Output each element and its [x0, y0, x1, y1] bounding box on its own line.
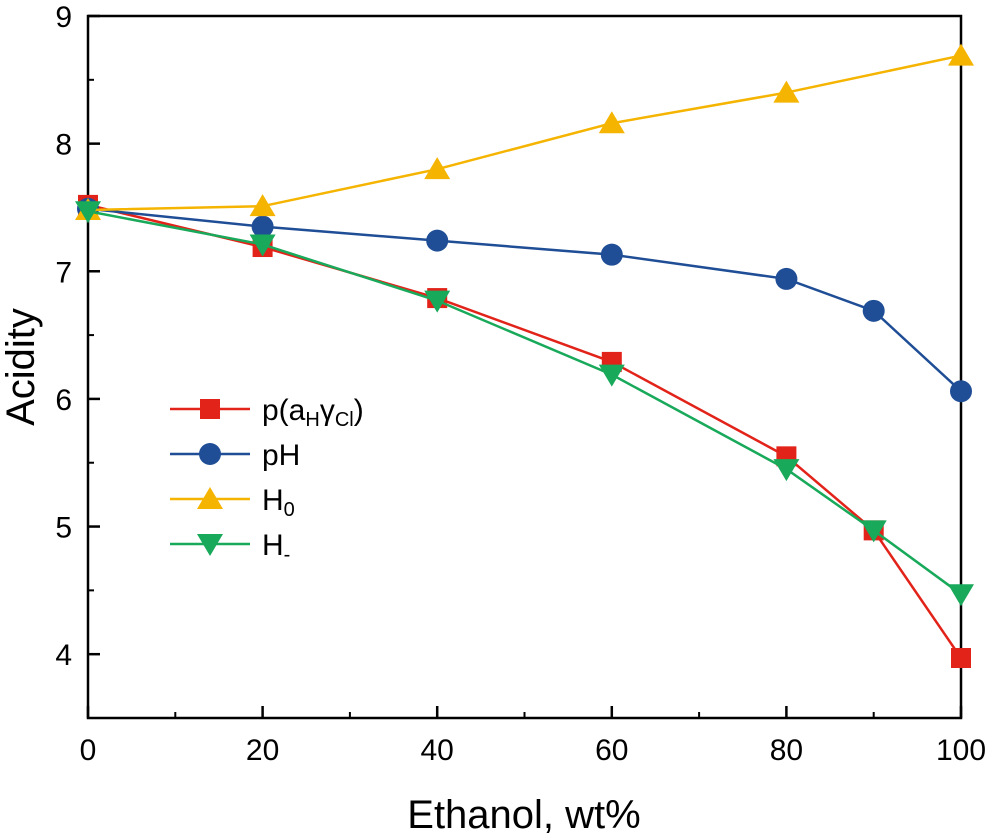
legend-label-pH: pH — [262, 439, 300, 472]
legend-text-part: H — [262, 484, 284, 517]
x-tick-label: 100 — [936, 734, 986, 767]
legend-text-part: Cl — [335, 409, 354, 431]
data-point-H_minus — [598, 364, 625, 387]
y-tick-label: 9 — [55, 1, 72, 34]
data-point-H_minus — [948, 584, 974, 607]
plot-frame — [86, 14, 963, 720]
data-point-pH — [426, 229, 449, 252]
data-point-H_minus — [773, 459, 800, 482]
y-tick-label: 6 — [55, 384, 72, 417]
legend-text-part: - — [284, 544, 291, 566]
y-tick-label: 5 — [55, 512, 72, 545]
series-pH — [77, 197, 972, 403]
y-tick-label: 7 — [55, 256, 72, 289]
legend-marker-H0 — [197, 487, 223, 509]
legend-marker-H_minus — [197, 534, 223, 556]
data-point-H_minus — [249, 234, 276, 257]
y-axis: 4 5 6 7 8 9 — [55, 1, 100, 672]
x-tick-label: 40 — [421, 734, 454, 767]
series-layer — [75, 43, 974, 669]
data-point-pH — [775, 267, 798, 290]
x-tick-label: 60 — [595, 734, 628, 767]
data-point-pH — [862, 299, 885, 322]
data-point-H_minus — [860, 520, 887, 543]
legend-item-H0: H0 — [170, 484, 295, 521]
series-line-H0 — [87, 54, 962, 212]
series-H0 — [75, 43, 974, 221]
x-tick-label: 20 — [246, 734, 279, 767]
legend-item-pH: pH — [170, 439, 300, 472]
x-tick-label: 80 — [770, 734, 803, 767]
legend-text-part: H — [305, 409, 319, 431]
legend-text-part: 0 — [284, 499, 295, 521]
data-point-H0 — [948, 43, 974, 66]
legend-label-p_aH_gammaCl: p(aHγCl) — [262, 394, 364, 431]
legend-item-H_minus: H- — [170, 529, 290, 566]
legend-text-part: pH — [262, 439, 300, 472]
legend-text-part: γ — [320, 394, 335, 427]
data-point-H0 — [424, 157, 451, 180]
data-point-H_minus — [424, 290, 451, 313]
legend-text-part: H — [262, 529, 284, 562]
legend-item-p_aH_gammaCl: p(aHγCl) — [170, 394, 364, 431]
data-point-H0 — [773, 80, 800, 103]
legend-label-H_minus: H- — [262, 529, 290, 566]
series-line-p_aH_gammaCl — [87, 203, 963, 659]
x-axis-title: Ethanol, wt% — [407, 793, 640, 837]
legend-marker-p_aH_gammaCl — [200, 399, 220, 419]
data-point-pH — [950, 380, 972, 403]
legend-text-part: ) — [354, 394, 364, 427]
y-tick-label: 4 — [55, 639, 72, 672]
series-H_minus — [75, 201, 974, 607]
legend-label-H0: H0 — [262, 484, 295, 521]
legend-marker-pH — [199, 443, 221, 465]
y-axis-title: Acidity — [0, 308, 43, 426]
data-point-p_aH_gammaCl — [951, 648, 971, 669]
data-point-H0 — [598, 111, 625, 134]
series-p_aH_gammaCl — [78, 194, 971, 669]
data-point-H0 — [249, 194, 276, 217]
x-tick-label: 0 — [80, 734, 97, 767]
data-point-H_minus — [75, 201, 101, 224]
data-point-pH — [600, 243, 623, 266]
x-axis: 0 20 40 60 80 100 — [80, 706, 986, 767]
data-point-pH — [251, 215, 274, 238]
legend-text-part: p(a — [262, 394, 306, 427]
y-tick-label: 8 — [55, 129, 72, 162]
